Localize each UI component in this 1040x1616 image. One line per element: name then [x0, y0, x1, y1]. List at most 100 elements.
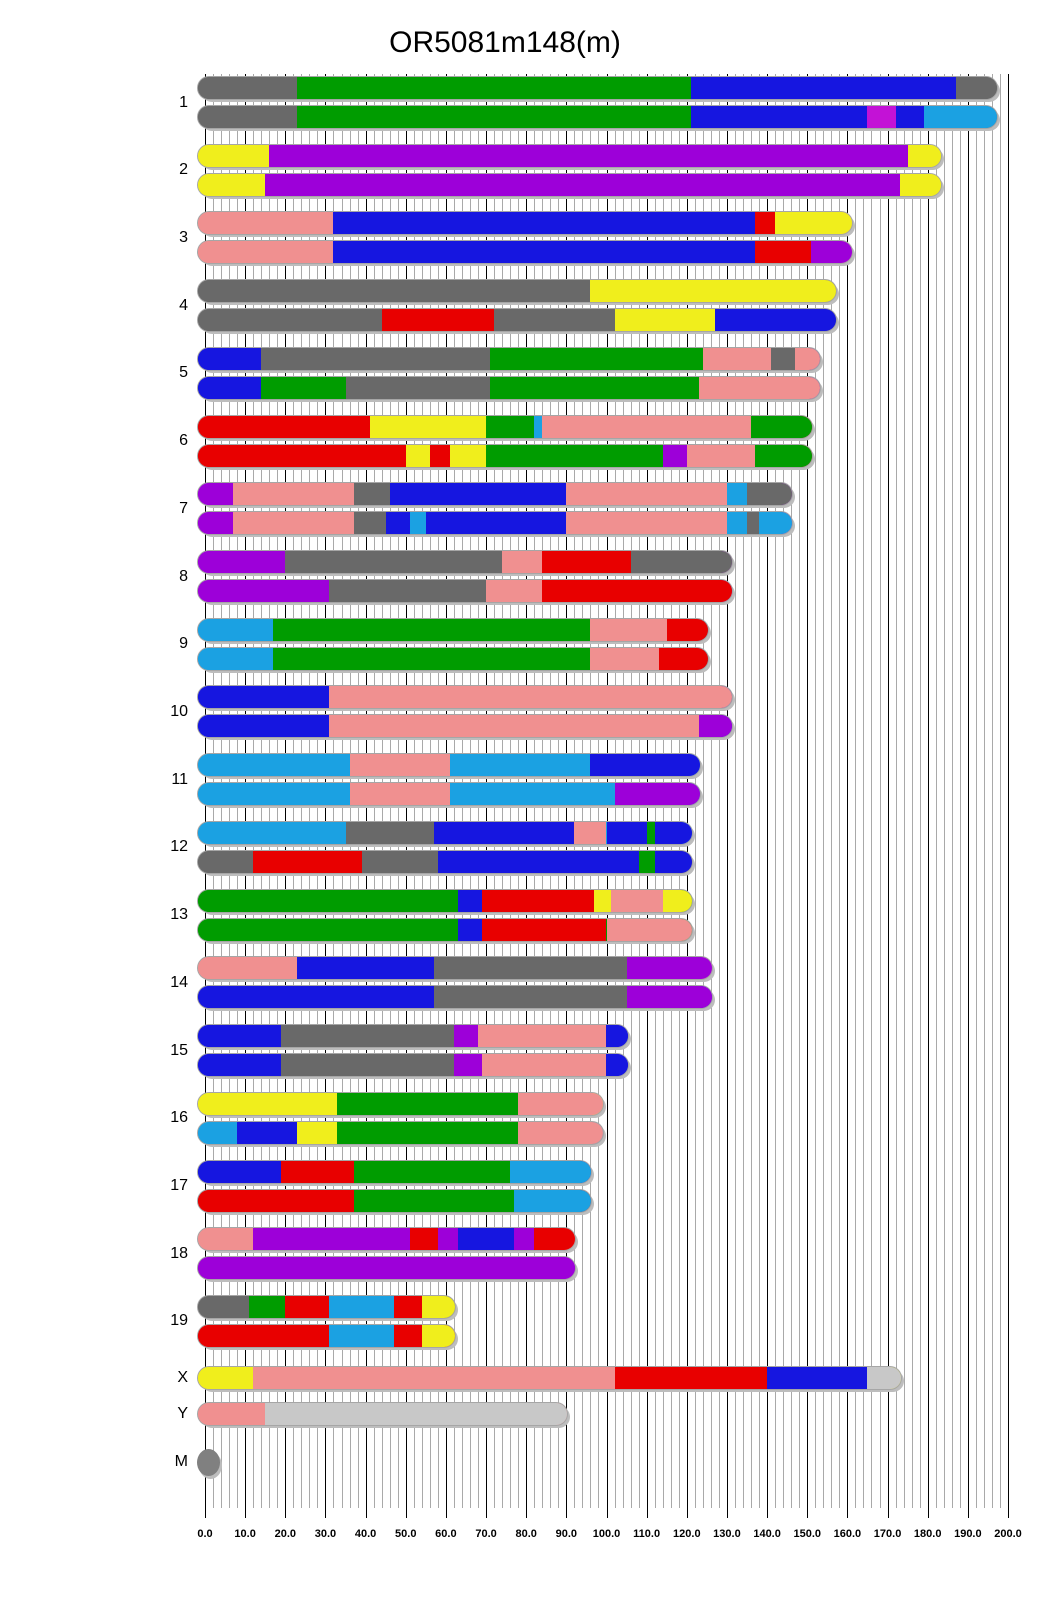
chromosome-label-M: M [174, 1453, 188, 1470]
gridline-minor [743, 74, 744, 1508]
chromosome-8-haplotype-2 [198, 580, 732, 603]
segment-silver [265, 1402, 568, 1425]
segment-red [393, 1324, 422, 1347]
chromosome-5-haplotype-2 [198, 376, 821, 399]
segment-pink [542, 415, 752, 438]
segment-cyan [329, 1295, 394, 1318]
gridline-minor [991, 74, 993, 1508]
segment-green [273, 618, 591, 641]
segment-gray [433, 986, 627, 1009]
segment-blue [767, 1366, 868, 1389]
chromosome-4-haplotype-1 [198, 280, 837, 303]
gridline-minor [879, 74, 881, 1508]
chromosome-18-haplotype-1 [198, 1228, 576, 1251]
chromosome-17-haplotype-2 [198, 1189, 592, 1212]
gridline-major [807, 74, 809, 1518]
segment-pink [795, 347, 821, 370]
gridline-major [726, 74, 728, 1518]
segment-cyan [409, 512, 426, 535]
segment-blue [654, 850, 692, 873]
gridline-minor [935, 74, 937, 1508]
chromosome-label-15: 15 [170, 1041, 188, 1059]
segment-blue [198, 376, 262, 399]
segment-gray [198, 1295, 250, 1318]
segment-cyan [510, 1160, 592, 1183]
segment-green [337, 1092, 519, 1115]
gridline-minor [855, 74, 857, 1508]
segment-red [281, 1160, 354, 1183]
segment-pink [329, 686, 732, 709]
segment-red [198, 1324, 330, 1347]
gridline-minor [799, 74, 801, 1508]
segment-gray [261, 347, 491, 370]
chromosome-label-14: 14 [170, 973, 188, 991]
segment-pink [198, 957, 298, 980]
segment-blue [457, 918, 483, 941]
segment-pink [478, 1025, 607, 1048]
segment-pink [574, 821, 607, 844]
segment-purple [198, 512, 234, 535]
chromosome-11-haplotype-1 [198, 754, 700, 777]
segment-red [253, 850, 362, 873]
segment-green [337, 1121, 519, 1144]
segment-purple [514, 1228, 535, 1251]
segment-cyan [198, 754, 350, 777]
segment-gray [771, 347, 796, 370]
axis-tick-label: 160.0 [833, 1528, 862, 1540]
gridline-minor [831, 74, 833, 1508]
segment-blue [198, 1160, 282, 1183]
segment-blue [333, 241, 756, 264]
segment-silver [867, 1366, 901, 1389]
axis-tick-label: 130.0 [713, 1528, 741, 1540]
segment-green [486, 444, 663, 467]
segment-gray [361, 850, 438, 873]
segment-pink [590, 647, 659, 670]
segment-purple [698, 715, 732, 738]
segment-cyan [329, 1324, 394, 1347]
segment-green [261, 376, 346, 399]
segment-pink [502, 551, 543, 574]
chromosome-15-haplotype-2 [198, 1054, 628, 1077]
chromosome-label-1: 1 [179, 93, 188, 111]
segment-purple [198, 580, 330, 603]
gridline-minor [734, 74, 736, 1508]
segment-yellow [449, 444, 487, 467]
segment-cyan [198, 618, 274, 641]
gridline-minor [919, 74, 921, 1508]
segment-red [393, 1295, 422, 1318]
segment-red [755, 212, 776, 235]
segment-yellow [297, 1121, 338, 1144]
chromosome-10-haplotype-1 [198, 686, 732, 709]
chromosome-6-haplotype-1 [198, 415, 813, 438]
segment-red [614, 1366, 768, 1389]
segment-blue [590, 754, 700, 777]
segment-blue [385, 512, 410, 535]
segment-red [285, 1295, 330, 1318]
chromosome-3-haplotype-2 [198, 241, 853, 264]
segment-pink [253, 1366, 615, 1389]
segment-pink [686, 444, 756, 467]
chromosome-9-haplotype-1 [198, 618, 708, 641]
segment-blue [457, 889, 483, 912]
axis-tick-label: 70.0 [475, 1528, 497, 1540]
segment-green [646, 821, 655, 844]
segment-yellow [899, 173, 941, 196]
axis-tick-label: 50.0 [395, 1528, 417, 1540]
segment-blue [690, 77, 956, 99]
gridline-minor [863, 74, 865, 1508]
segment-pink [566, 512, 727, 535]
gridline-minor [911, 74, 913, 1508]
segment-red [409, 1228, 438, 1251]
axis-tick-label: 30.0 [314, 1528, 337, 1540]
segment-yellow [662, 889, 692, 912]
chromosome-label-2: 2 [179, 161, 188, 179]
segment-gray [955, 77, 997, 99]
segment-cyan [449, 783, 615, 806]
segment-pink [349, 754, 450, 777]
axis-tick-label: 10.0 [234, 1528, 256, 1540]
axis-tick-label: 190.0 [954, 1528, 982, 1540]
chart-title: OR5081m148(m) [389, 26, 621, 59]
segment-blue [457, 1228, 515, 1251]
segment-cyan [534, 415, 543, 438]
segment-gray [329, 580, 487, 603]
